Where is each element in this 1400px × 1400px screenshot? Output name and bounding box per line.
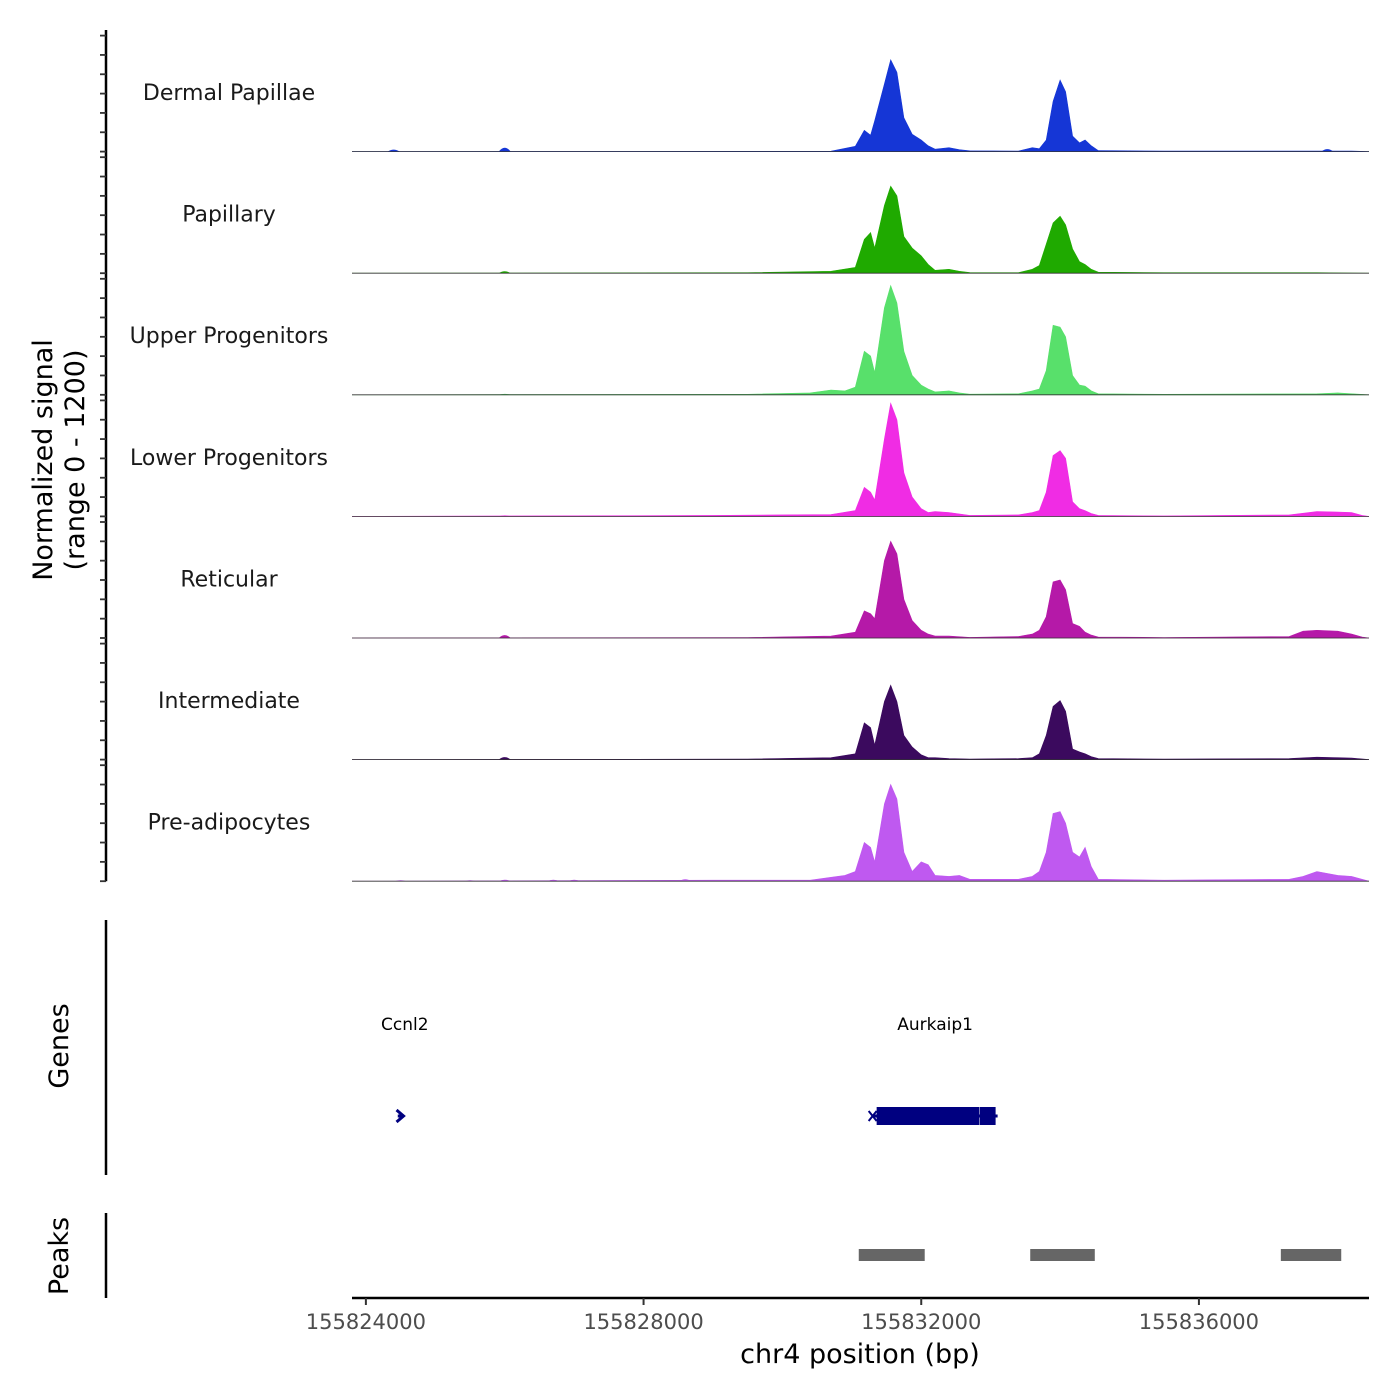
coverage-blip-dermal-papillae-2	[1321, 149, 1334, 152]
x-tick-label-0: 155824000	[306, 1310, 426, 1334]
coverage-blip-dermal-papillae-1	[387, 149, 400, 152]
track-label-lower-progenitors: Lower Progenitors	[130, 446, 328, 471]
coverage-blip-papillary-0	[498, 271, 511, 274]
x-axis-ticks: 155824000 155828000 155832000 155836000	[306, 1298, 1259, 1334]
track-label-papillary: Papillary	[182, 203, 276, 228]
genes-track: Ccnl2 Aurkaip1	[381, 1015, 998, 1125]
track-label-upper-progenitors: Upper Progenitors	[130, 324, 329, 349]
coverage-blip-pre-adipocytes-3	[679, 879, 692, 882]
coverage-area-reticular	[351, 540, 1370, 639]
gene-exon-end-aurkaip1	[979, 1107, 996, 1125]
gene-label-ccnl2: Ccnl2	[381, 1015, 429, 1035]
x-tick-label-2: 155832000	[861, 1310, 981, 1334]
coverage-area-pre-adipocytes	[351, 783, 1370, 882]
y-axis-title: Normalized signal	[28, 339, 59, 581]
gene-strand-mark-aurkaip1	[867, 1110, 878, 1122]
coverage-blip-intermediate-0	[498, 757, 511, 760]
coverage-blip-dermal-papillae-0	[498, 147, 511, 152]
x-axis-title: chr4 position (bp)	[740, 1339, 980, 1370]
genes-axis-title: Genes	[44, 1003, 75, 1088]
coverage-area-papillary	[351, 185, 1370, 274]
peak-1	[1030, 1249, 1095, 1261]
gene-arrow-ccnl2	[395, 1108, 406, 1124]
coverage-blip-reticular-0	[498, 635, 511, 638]
coverage-area-upper-progenitors	[351, 284, 1370, 396]
x-tick-label-3: 155836000	[1139, 1310, 1259, 1334]
y-axis-range: (range 0 - 1200)	[60, 350, 91, 571]
peak-0	[858, 1249, 925, 1261]
track-label-reticular: Reticular	[180, 567, 278, 592]
track-label-intermediate: Intermediate	[158, 689, 300, 714]
signal-y-axis	[100, 30, 108, 883]
peaks-axis-title: Peaks	[44, 1217, 75, 1295]
coverage-tracks: Dermal Papillae Papillary Upper Progenitor…	[130, 58, 1370, 882]
coverage-area-lower-progenitors	[351, 402, 1370, 517]
coverage-area-intermediate	[351, 684, 1370, 760]
coverage-area-dermal-papillae	[351, 58, 1370, 152]
x-tick-label-1: 155828000	[583, 1310, 703, 1334]
peak-2	[1280, 1249, 1342, 1261]
gene-label-aurkaip1: Aurkaip1	[897, 1015, 973, 1035]
track-label-pre-adipocytes: Pre-adipocytes	[148, 811, 311, 836]
gene-exons-aurkaip1	[876, 1107, 980, 1125]
peaks-track	[858, 1249, 1342, 1261]
track-label-dermal-papillae: Dermal Papillae	[143, 81, 315, 106]
